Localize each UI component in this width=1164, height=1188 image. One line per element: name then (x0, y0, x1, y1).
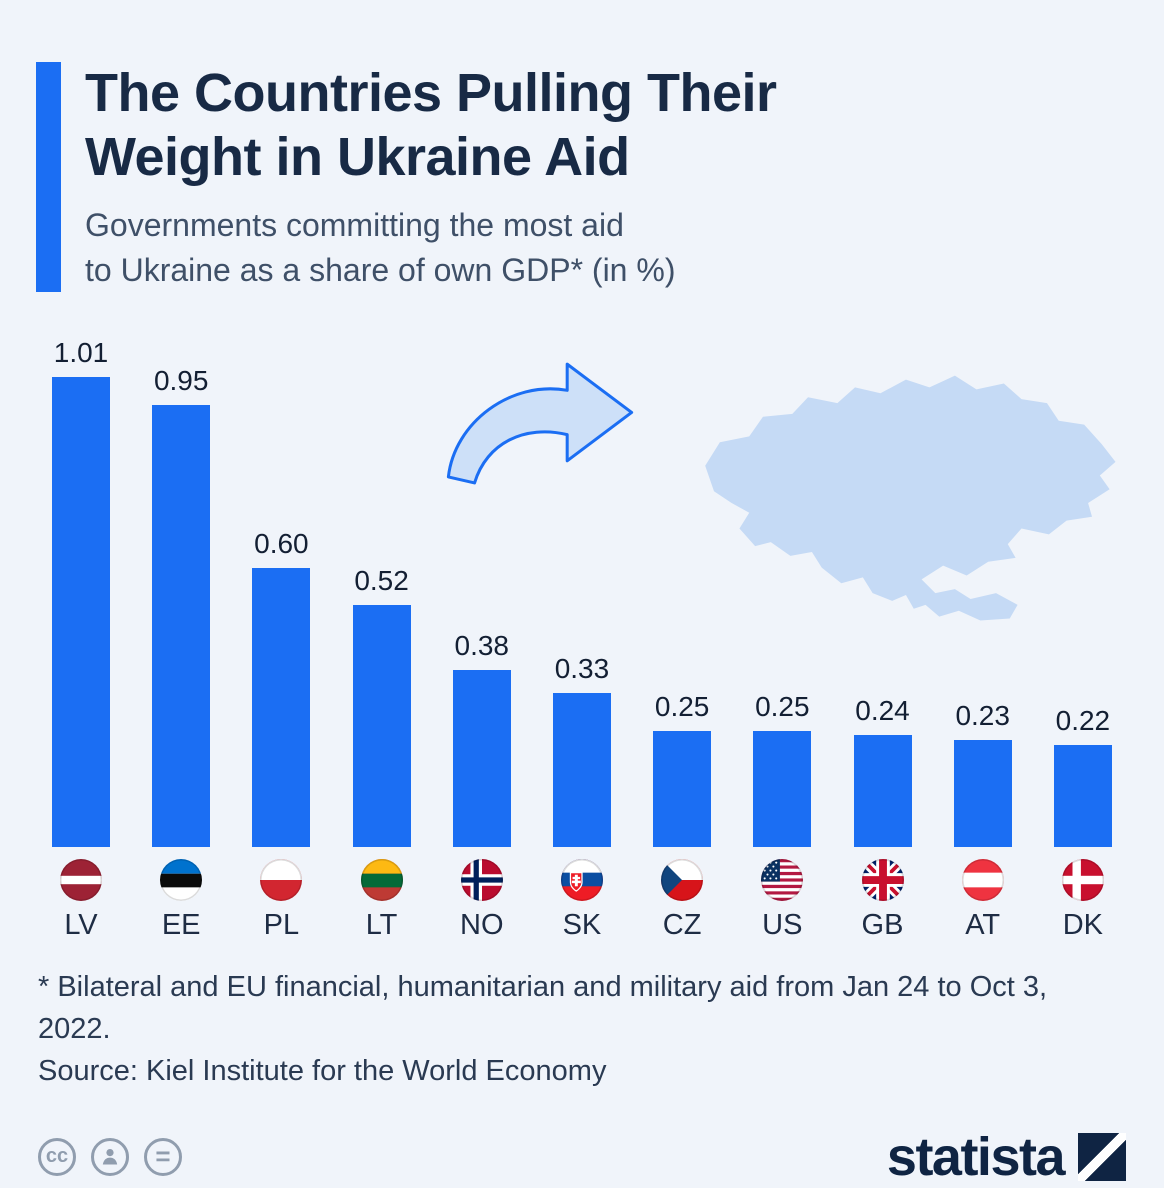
bar-value-label: 0.38 (454, 629, 510, 661)
bar (1053, 744, 1112, 847)
bar-chart-area: 1.01 LV 0.95 EE 0.60 PL 0.52 LT 0.38 NO 0.33 SK 0.25… (0, 330, 1164, 942)
equal-sign-icon[interactable]: = (144, 1137, 182, 1176)
country-code-label: SK (562, 908, 602, 941)
title-block: The Countries Pulling Their Weight in Ukr… (85, 62, 777, 292)
estonia-flag-icon (160, 858, 203, 901)
bar (452, 669, 511, 847)
bar-column: 0.60 PL (234, 330, 328, 942)
bar-value-label: 1.01 (53, 336, 109, 368)
footnote-line: * Bilateral and EU financial, humanitari… (38, 970, 1048, 1045)
page-title: The Countries Pulling Their Weight in Ukr… (85, 62, 777, 189)
country-code-label: EE (161, 908, 201, 941)
title-line-2: Weight in Ukraine Aid (85, 126, 630, 187)
statista-logo[interactable]: statista (887, 1126, 1126, 1188)
bar (953, 739, 1012, 847)
austria-flag-icon (961, 858, 1004, 901)
country-code-label: LT (365, 908, 398, 941)
bar-column: 0.22 DK (1036, 330, 1130, 942)
statista-wordmark: statista (886, 1126, 1066, 1187)
poland-flag-icon (260, 858, 303, 901)
bar-value-label: 0.24 (855, 694, 910, 726)
denmark-flag-icon (1061, 858, 1104, 901)
country-code-label: AT (965, 908, 1001, 941)
header: The Countries Pulling Their Weight in Ukr… (0, 62, 1164, 292)
bar (653, 730, 712, 847)
bar (152, 404, 211, 847)
bar-value-label: 0.25 (654, 690, 710, 722)
bar-chart: 1.01 LV 0.95 EE 0.60 PL 0.52 LT 0.38 NO 0.33 SK 0.25… (34, 330, 1130, 942)
bar-value-label: 0.33 (554, 652, 610, 684)
bar-value-label: 0.95 (153, 364, 209, 396)
subtitle-line-2: to Ukraine as a share of own GDP* (in %) (85, 251, 676, 288)
country-code-label: GB (861, 908, 904, 941)
norway-flag-icon (460, 858, 503, 901)
bar-column: 1.01 LV (34, 330, 128, 942)
bar (753, 730, 812, 847)
country-code-label: CZ (662, 908, 702, 941)
bar-column: 0.25 CZ (635, 330, 729, 942)
cc-icon[interactable]: cc (38, 1137, 76, 1176)
bar-column: 0.23 AT (936, 330, 1030, 942)
uk-flag-icon (861, 858, 904, 901)
country-code-label: LV (64, 908, 98, 941)
country-code-label: DK (1062, 908, 1104, 941)
infographic: The Countries Pulling Their Weight in Ukr… (0, 62, 1164, 1187)
chart-subtitle: Governments committing the most aid to Uk… (85, 203, 777, 291)
bar (552, 692, 611, 847)
country-code-label: US (762, 908, 803, 941)
bar-value-label: 0.60 (254, 527, 309, 559)
title-accent-bar (36, 62, 61, 292)
slovakia-flag-icon (560, 858, 603, 901)
title-line-1: The Countries Pulling Their (85, 63, 777, 123)
bar (52, 376, 110, 847)
bar (352, 604, 411, 847)
footer: cc = statista (0, 1126, 1164, 1188)
footnote: * Bilateral and EU financial, humanitari… (0, 966, 1164, 1092)
bar-value-label: 0.52 (354, 564, 409, 596)
bar-column: 0.52 LT (335, 330, 429, 942)
bar-column: 0.25 US (735, 330, 829, 942)
country-code-label: PL (263, 908, 300, 941)
lithuania-flag-icon (360, 858, 403, 901)
bar-value-label: 0.25 (755, 690, 810, 722)
latvia-flag-icon (60, 858, 102, 901)
subtitle-line-1: Governments committing the most aid (85, 207, 624, 244)
bar-value-label: 0.23 (955, 699, 1010, 731)
attribution-person-icon[interactable] (91, 1137, 129, 1176)
bar-column: 0.95 EE (134, 330, 228, 942)
source-line: Source: Kiel Institute for the World Eco… (38, 1054, 607, 1087)
license-icons: cc = (38, 1137, 182, 1176)
bar-column: 0.33 SK (535, 330, 629, 942)
bar (853, 734, 912, 847)
statista-logo-icon (1078, 1132, 1126, 1181)
country-code-label: NO (460, 908, 504, 941)
bar-value-label: 0.22 (1055, 704, 1111, 736)
czechia-flag-icon (661, 858, 704, 901)
bar-column: 0.24 GB (836, 330, 930, 942)
bar (252, 567, 311, 847)
us-flag-icon (761, 858, 804, 901)
bar-column: 0.38 NO (435, 330, 529, 942)
